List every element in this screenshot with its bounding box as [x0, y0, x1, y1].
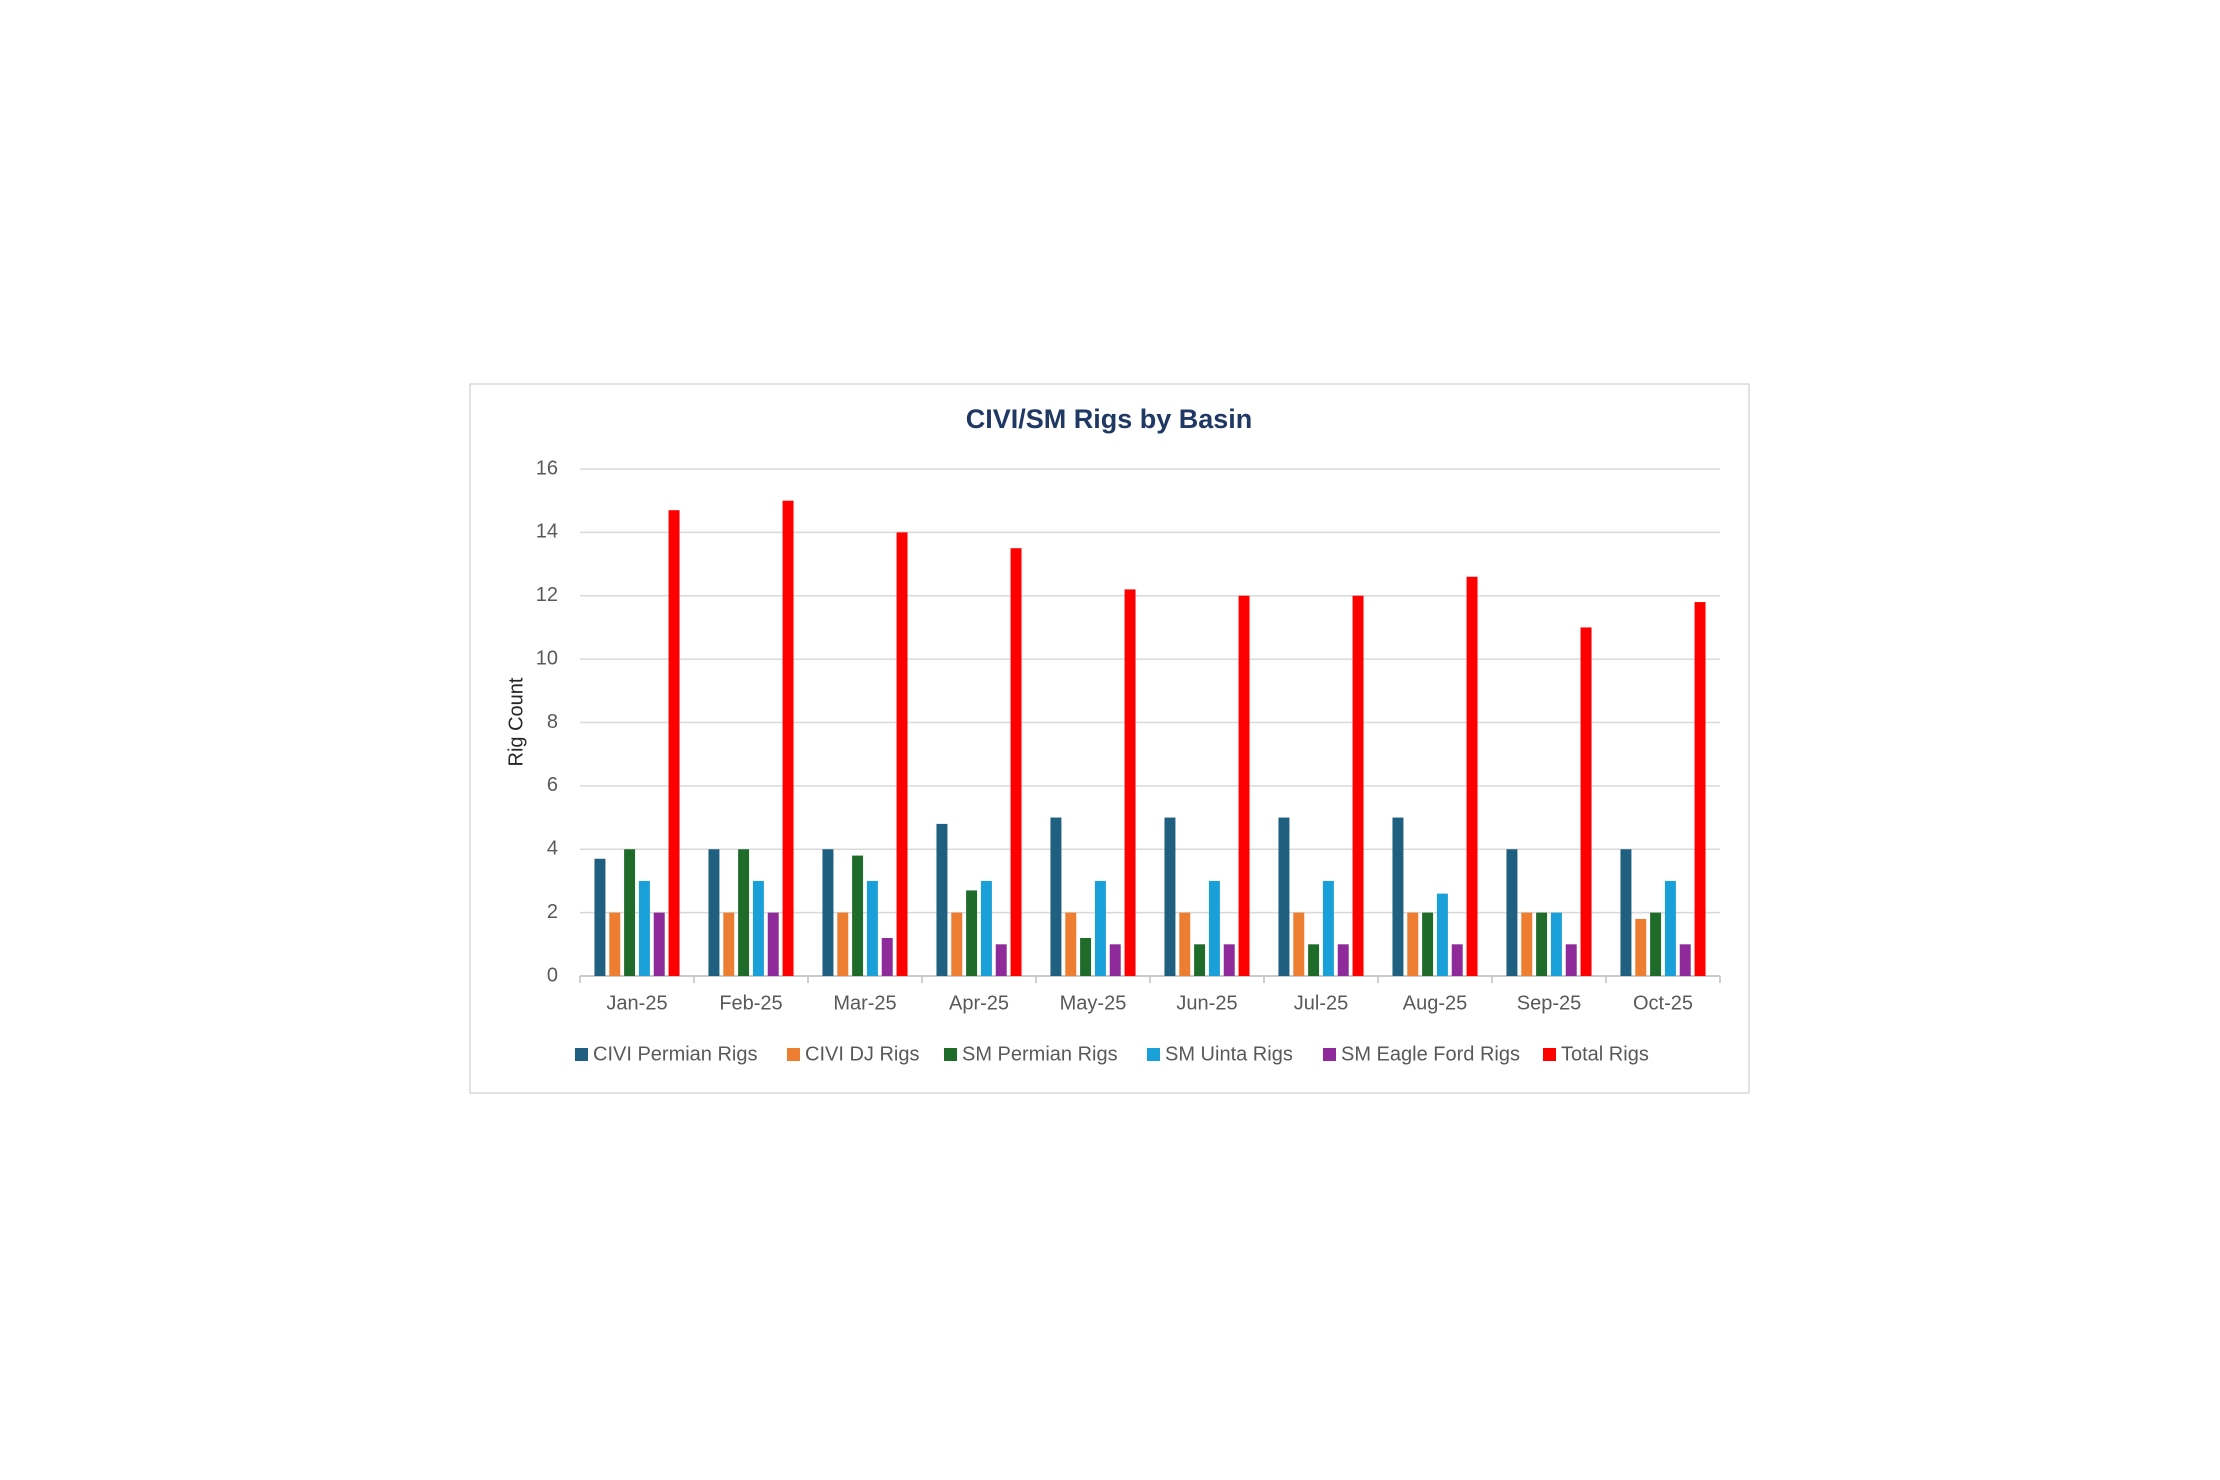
- bar: [1506, 849, 1518, 976]
- bar: [881, 937, 893, 976]
- bar: [1407, 912, 1419, 976]
- x-tick-label: Jul-25: [1294, 992, 1348, 1014]
- bar: [866, 880, 878, 976]
- bar: [1308, 944, 1320, 976]
- x-tick-label: Oct-25: [1633, 992, 1693, 1014]
- bar: [1094, 880, 1106, 976]
- bar: [1208, 880, 1220, 976]
- x-tick-label: May-25: [1060, 992, 1127, 1014]
- bar: [1164, 817, 1176, 976]
- bar: [896, 532, 908, 976]
- x-tick-label: Jan-25: [606, 992, 667, 1014]
- bar: [1238, 595, 1250, 976]
- y-tick-label: 16: [536, 457, 558, 479]
- bar: [653, 912, 665, 976]
- legend-swatch: [944, 1048, 957, 1061]
- bar: [1650, 912, 1662, 976]
- bar: [1436, 893, 1448, 976]
- y-tick-label: 6: [547, 774, 558, 796]
- legend-label: CIVI Permian Rigs: [593, 1043, 758, 1065]
- y-tick-label: 14: [536, 521, 558, 543]
- bar: [1109, 944, 1121, 976]
- bar: [1080, 937, 1092, 976]
- bar: [966, 890, 978, 976]
- legend-swatch: [1323, 1048, 1336, 1061]
- y-tick-label: 10: [536, 647, 558, 669]
- x-tick-label: Jun-25: [1176, 992, 1237, 1014]
- bar: [837, 912, 849, 976]
- bar: [1050, 817, 1062, 976]
- bar: [822, 849, 834, 976]
- legend-swatch: [575, 1048, 588, 1061]
- bar: [723, 912, 735, 976]
- bar: [1451, 944, 1463, 976]
- chart-frame: [469, 383, 1750, 1094]
- y-tick-label: 12: [536, 584, 558, 606]
- bar: [1293, 912, 1305, 976]
- bar: [1352, 595, 1364, 976]
- bar: [1550, 912, 1562, 976]
- bar: [1124, 589, 1136, 976]
- x-tick-label: Feb-25: [719, 992, 782, 1014]
- bar: [767, 912, 779, 976]
- y-tick-label: 8: [547, 711, 558, 733]
- bar: [1580, 627, 1592, 976]
- bar: [936, 823, 948, 976]
- legend-label: SM Eagle Ford Rigs: [1341, 1043, 1520, 1065]
- legend-swatch: [787, 1048, 800, 1061]
- legend-label: Total Rigs: [1561, 1043, 1649, 1065]
- bar: [995, 944, 1007, 976]
- bar: [1223, 944, 1235, 976]
- bar: [1010, 548, 1022, 976]
- bar: [752, 880, 764, 976]
- y-tick-label: 4: [547, 838, 558, 860]
- bar: [1422, 912, 1434, 976]
- bar: [1179, 912, 1191, 976]
- x-tick-label: Sep-25: [1517, 992, 1582, 1014]
- bar: [668, 510, 680, 976]
- bar: [1565, 944, 1577, 976]
- y-tick-label: 0: [547, 964, 558, 986]
- chart-title: CIVI/SM Rigs by Basin: [966, 404, 1253, 434]
- bar: [1521, 912, 1533, 976]
- bar: [1337, 944, 1349, 976]
- legend-swatch: [1543, 1048, 1556, 1061]
- bar: [1322, 880, 1334, 976]
- bar: [1635, 918, 1647, 976]
- bar: [1664, 880, 1676, 976]
- bar: [1065, 912, 1077, 976]
- bar: [1278, 817, 1290, 976]
- bar: [1679, 944, 1691, 976]
- legend-label: CIVI DJ Rigs: [805, 1043, 919, 1065]
- bar: [782, 500, 794, 976]
- legend-swatch: [1147, 1048, 1160, 1061]
- x-tick-label: Apr-25: [949, 992, 1009, 1014]
- bar: [852, 855, 864, 976]
- bar: [638, 880, 650, 976]
- x-tick-label: Aug-25: [1403, 992, 1468, 1014]
- bar: [609, 912, 621, 976]
- x-tick-label: Mar-25: [833, 992, 896, 1014]
- bar: [1694, 602, 1706, 976]
- bar: [1620, 849, 1632, 976]
- bar: [1466, 576, 1478, 976]
- bar: [594, 858, 606, 976]
- legend-label: SM Permian Rigs: [962, 1043, 1118, 1065]
- bar: [624, 849, 636, 976]
- bar: [1194, 944, 1206, 976]
- bar: [738, 849, 750, 976]
- y-tick-label: 2: [547, 901, 558, 923]
- legend-label: SM Uinta Rigs: [1165, 1043, 1293, 1065]
- bar: [708, 849, 720, 976]
- bar: [951, 912, 963, 976]
- bar: [980, 880, 992, 976]
- bar: [1392, 817, 1404, 976]
- y-axis-label: Rig Count: [505, 677, 527, 766]
- bar: [1536, 912, 1548, 976]
